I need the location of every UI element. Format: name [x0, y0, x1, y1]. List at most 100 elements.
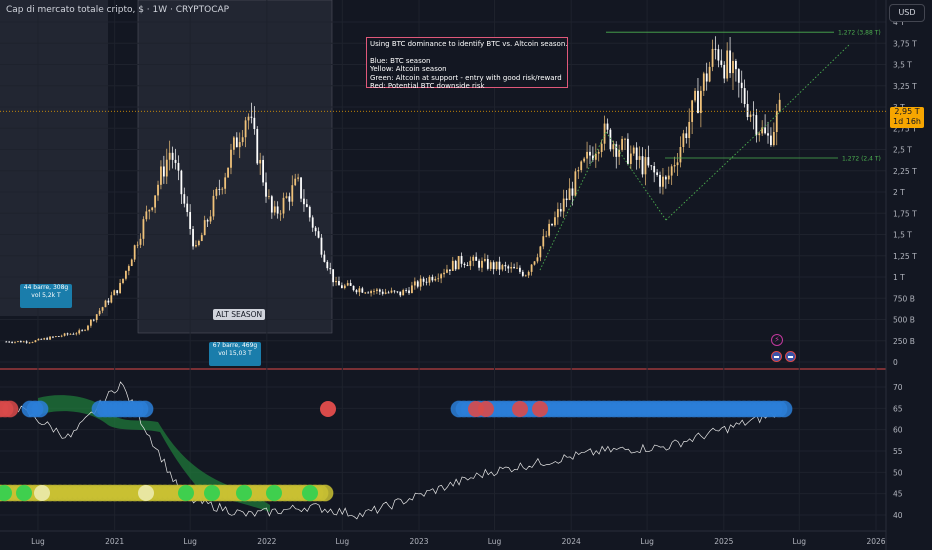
- candle-body: [186, 203, 189, 213]
- candle-body: [305, 204, 308, 207]
- candle-body: [235, 137, 238, 148]
- candle-body: [504, 265, 507, 267]
- candle-body: [723, 64, 726, 79]
- candle-body: [308, 206, 311, 218]
- candle-body: [764, 127, 766, 134]
- us-flag-icon[interactable]: [785, 351, 796, 362]
- candle-body: [422, 278, 425, 282]
- x-tick-label: 2023: [409, 537, 428, 546]
- candle-body: [183, 194, 186, 204]
- candle-body: [343, 285, 346, 289]
- y-tick-label: 65: [893, 404, 903, 413]
- candle-body: [492, 262, 495, 270]
- candle-body: [206, 220, 209, 222]
- candle-body: [556, 209, 559, 218]
- candle-body: [413, 281, 416, 286]
- candle-body: [647, 157, 650, 166]
- candle-body: [484, 259, 486, 261]
- candle-body: [673, 165, 676, 167]
- candle-body: [244, 120, 247, 138]
- candle-body: [577, 170, 580, 172]
- candle-body: [19, 341, 22, 343]
- candle-body: [203, 220, 206, 236]
- candle-body: [746, 104, 749, 117]
- current-price-label: 2,95 T 1d 16h: [890, 107, 924, 128]
- candle-body: [300, 177, 302, 199]
- candle-body: [542, 236, 545, 247]
- candle-body: [265, 182, 267, 197]
- us-flag-icon[interactable]: [771, 351, 782, 362]
- candle-body: [367, 292, 370, 294]
- y-tick-label: 750 B: [893, 294, 915, 303]
- candle-body: [338, 281, 340, 286]
- candle-body: [370, 290, 372, 294]
- candle-body: [679, 147, 682, 163]
- candle-body: [104, 300, 107, 308]
- candle-body: [600, 143, 603, 152]
- candle-body: [527, 271, 530, 276]
- candle-body: [69, 333, 72, 335]
- candle-body: [705, 73, 708, 82]
- candle-body: [5, 341, 8, 343]
- candle-body: [603, 123, 606, 144]
- candle-body: [551, 223, 553, 226]
- lightning-icon[interactable]: ⚡: [771, 334, 783, 346]
- currency-button[interactable]: USD: [889, 4, 925, 22]
- candle-body: [591, 155, 594, 160]
- dominance-series: [17, 381, 778, 520]
- candle-body: [743, 88, 746, 105]
- candle-body: [297, 177, 300, 179]
- candle-body: [253, 117, 256, 130]
- candle-body: [691, 100, 694, 122]
- candle-body: [340, 285, 343, 289]
- candle-body: [568, 188, 571, 201]
- candle-body: [78, 330, 81, 334]
- bar-countdown: 1d 16h: [893, 117, 921, 126]
- y-tick-label: 55: [893, 447, 903, 456]
- candle-body: [627, 138, 629, 164]
- candle-body: [361, 288, 364, 293]
- alt-season-label[interactable]: ALT SEASON: [213, 309, 266, 320]
- green-season-dot: [236, 485, 252, 501]
- candle-body: [405, 290, 408, 291]
- candle-body: [262, 159, 264, 183]
- candle-body: [276, 206, 279, 214]
- candle-body: [84, 329, 86, 331]
- x-tick-label: Lug: [336, 537, 350, 546]
- candle-body: [726, 50, 729, 79]
- light-season-dot: [34, 485, 50, 501]
- candle-body: [486, 259, 489, 269]
- candle-body: [428, 276, 431, 283]
- candle-body: [629, 153, 632, 164]
- candle-body: [495, 261, 498, 270]
- candle-body: [165, 159, 168, 177]
- y-tick-label: 40: [893, 511, 903, 520]
- candle-body: [381, 291, 384, 294]
- candle-body: [702, 73, 705, 91]
- candlestick-series: [5, 36, 781, 344]
- candle-body: [621, 138, 623, 150]
- candle-body: [335, 281, 337, 283]
- candle-body: [22, 341, 25, 343]
- blue-season-dot: [775, 400, 793, 418]
- candle-body: [174, 159, 177, 163]
- candle-body: [37, 338, 40, 341]
- candle-body: [329, 268, 332, 270]
- y-tick-label: 60: [893, 426, 903, 435]
- candle-body: [737, 69, 740, 83]
- candle-body: [594, 153, 597, 160]
- candle-body: [376, 289, 378, 291]
- candle-body: [752, 114, 755, 116]
- candle-body: [160, 166, 162, 185]
- candle-body: [758, 133, 761, 136]
- candle-body: [346, 283, 349, 286]
- candle-body: [510, 266, 513, 269]
- candle-body: [230, 149, 232, 168]
- candle-body: [571, 188, 574, 196]
- candle-body: [31, 342, 34, 343]
- measure-label-2[interactable]: 67 barre, 469g vol 15,03 T: [209, 342, 261, 366]
- measure-label-1[interactable]: 44 barre, 308g vol 5,2k T: [20, 284, 72, 308]
- annotation-box[interactable]: Using BTC dominance to identify BTC vs. …: [366, 37, 568, 90]
- candle-body: [130, 259, 133, 267]
- y-tick-label: 0: [893, 358, 898, 367]
